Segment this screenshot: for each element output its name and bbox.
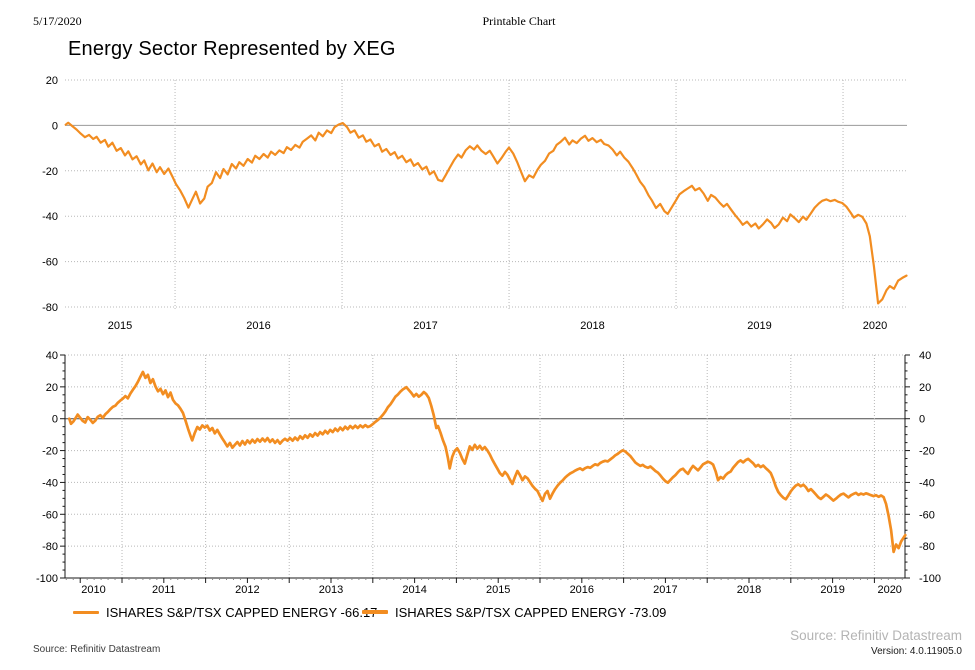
legend-label: ISHARES S&P/TSX CAPPED ENERGY -66.17 bbox=[106, 604, 378, 620]
y-axis-label: 0 bbox=[52, 120, 58, 132]
x-axis-label: 2014 bbox=[402, 584, 426, 596]
legend-line-swatch bbox=[73, 610, 99, 614]
y-axis-label: 20 bbox=[46, 382, 58, 394]
x-axis-label: 2020 bbox=[863, 320, 887, 332]
y-axis-label: -40 bbox=[42, 477, 58, 489]
y-axis-label-right: -60 bbox=[919, 509, 935, 521]
y-axis-label-right: -80 bbox=[919, 541, 935, 553]
y-axis-label: 0 bbox=[52, 414, 58, 426]
print-header-title: Printable Chart bbox=[482, 14, 556, 28]
x-axis-label: 2011 bbox=[152, 584, 176, 596]
x-axis-label: 2019 bbox=[820, 584, 844, 596]
y-axis-label: -60 bbox=[42, 509, 58, 521]
y-axis-label-right: 0 bbox=[919, 414, 925, 426]
legend-item-bottom-series: ISHARES S&P/TSX CAPPED ENERGY -73.09 bbox=[362, 603, 666, 621]
legend: ISHARES S&P/TSX CAPPED ENERGY -66.17 ISH… bbox=[0, 603, 975, 621]
y-axis-label-right: 40 bbox=[919, 350, 931, 362]
series-line bbox=[67, 370, 907, 554]
y-axis-label-right: -100 bbox=[919, 573, 941, 585]
x-axis-label: 2018 bbox=[737, 584, 761, 596]
y-axis-label-right: -20 bbox=[919, 446, 935, 458]
source-attribution-gray: Source: Refinitiv Datastream bbox=[790, 628, 962, 643]
y-axis-label: -40 bbox=[42, 211, 58, 223]
print-header-date: 5/17/2020 bbox=[33, 14, 82, 28]
x-axis-label: 2017 bbox=[653, 584, 677, 596]
x-axis-label: 2016 bbox=[570, 584, 594, 596]
x-axis-label: 2016 bbox=[246, 320, 270, 332]
x-axis-label: 2010 bbox=[81, 584, 105, 596]
y-axis-label: -20 bbox=[42, 446, 58, 458]
x-axis-label: 2019 bbox=[747, 320, 771, 332]
x-axis-label: 2012 bbox=[235, 584, 259, 596]
top-chart: 20 0 -20 -40 -60 -80 2015 2016 2017 2018 2019 2020 bbox=[42, 75, 908, 332]
y-axis-label: 40 bbox=[46, 350, 58, 362]
y-axis-label: -60 bbox=[42, 257, 58, 269]
legend-label: ISHARES S&P/TSX CAPPED ENERGY -73.09 bbox=[395, 604, 667, 620]
y-axis-label: 20 bbox=[46, 75, 58, 87]
y-axis-label: -20 bbox=[42, 166, 58, 178]
version-label: Version: 4.0.11905.0 bbox=[871, 646, 962, 657]
y-axis-label: -80 bbox=[42, 302, 58, 314]
y-axis-label-right: -40 bbox=[919, 477, 935, 489]
x-axis-label: 2018 bbox=[580, 320, 604, 332]
y-axis-label: -100 bbox=[36, 573, 58, 585]
x-axis-label: 2015 bbox=[108, 320, 132, 332]
y-axis-label-right: 20 bbox=[919, 382, 931, 394]
page-title: Energy Sector Represented by XEG bbox=[68, 38, 396, 60]
x-axis-label: 2013 bbox=[319, 584, 343, 596]
legend-line-swatch bbox=[362, 610, 388, 614]
y-axis-label: -80 bbox=[42, 541, 58, 553]
series-line bbox=[64, 121, 908, 305]
x-axis-label: 2017 bbox=[413, 320, 437, 332]
x-axis-label: 2015 bbox=[486, 584, 510, 596]
source-attribution-footer: Source: Refinitiv Datastream bbox=[33, 644, 161, 655]
legend-item-top-series: ISHARES S&P/TSX CAPPED ENERGY -66.17 bbox=[73, 603, 377, 621]
x-axis-label: 2020 bbox=[877, 584, 901, 596]
